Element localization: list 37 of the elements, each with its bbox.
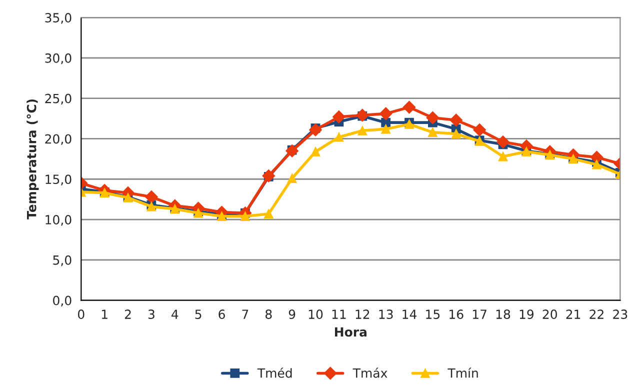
x-tick-label: 5 — [195, 310, 202, 320]
x-tick-label: 17 — [472, 310, 486, 319]
x-tick-label: 18 — [496, 310, 510, 320]
x-tick-label: 22 — [590, 310, 604, 319]
x-tick-label: 11 — [332, 310, 346, 319]
y-tick-label: 0,0 — [53, 296, 72, 306]
y-axis-title: Temperatura (°C) — [26, 99, 39, 220]
x-tick-label: 15 — [426, 310, 440, 320]
y-tick-label: 30,0 — [45, 53, 72, 64]
x-tick-label: 8 — [266, 310, 272, 320]
y-tick-label: 35,0 — [45, 13, 72, 24]
legend-label: Tméd — [257, 368, 292, 378]
y-tick-label: 20,0 — [45, 134, 72, 145]
x-tick-label: 14 — [402, 310, 416, 319]
x-tick-label: 3 — [148, 310, 154, 320]
x-tick-label: 1 — [102, 310, 108, 319]
x-tick-label: 16 — [450, 310, 464, 320]
y-tick-label: 10,0 — [46, 214, 72, 226]
y-tick-label: 15,0 — [46, 174, 72, 186]
legend-label: Tmín — [448, 368, 478, 378]
legend-label: Tmáx — [352, 368, 388, 378]
x-tick-label: 0 — [78, 310, 84, 320]
x-tick-label: 4 — [172, 310, 178, 319]
y-tick-label: 5,0 — [53, 255, 72, 266]
x-tick-label: 23 — [613, 310, 628, 320]
x-tick-label: 21 — [566, 310, 580, 319]
x-tick-label: 6 — [218, 310, 225, 320]
x-tick-label: 12 — [356, 310, 370, 319]
x-tick-label: 2 — [124, 310, 131, 319]
x-tick-label: 7 — [242, 310, 248, 319]
x-tick-label: 9 — [288, 310, 296, 320]
x-axis-title: Hora — [334, 327, 366, 337]
x-tick-label: 19 — [520, 310, 534, 320]
y-tick-label: 25,0 — [45, 94, 72, 105]
x-tick-label: 10 — [308, 310, 323, 320]
x-tick-label: 20 — [542, 310, 557, 320]
x-tick-label: 13 — [379, 310, 393, 320]
